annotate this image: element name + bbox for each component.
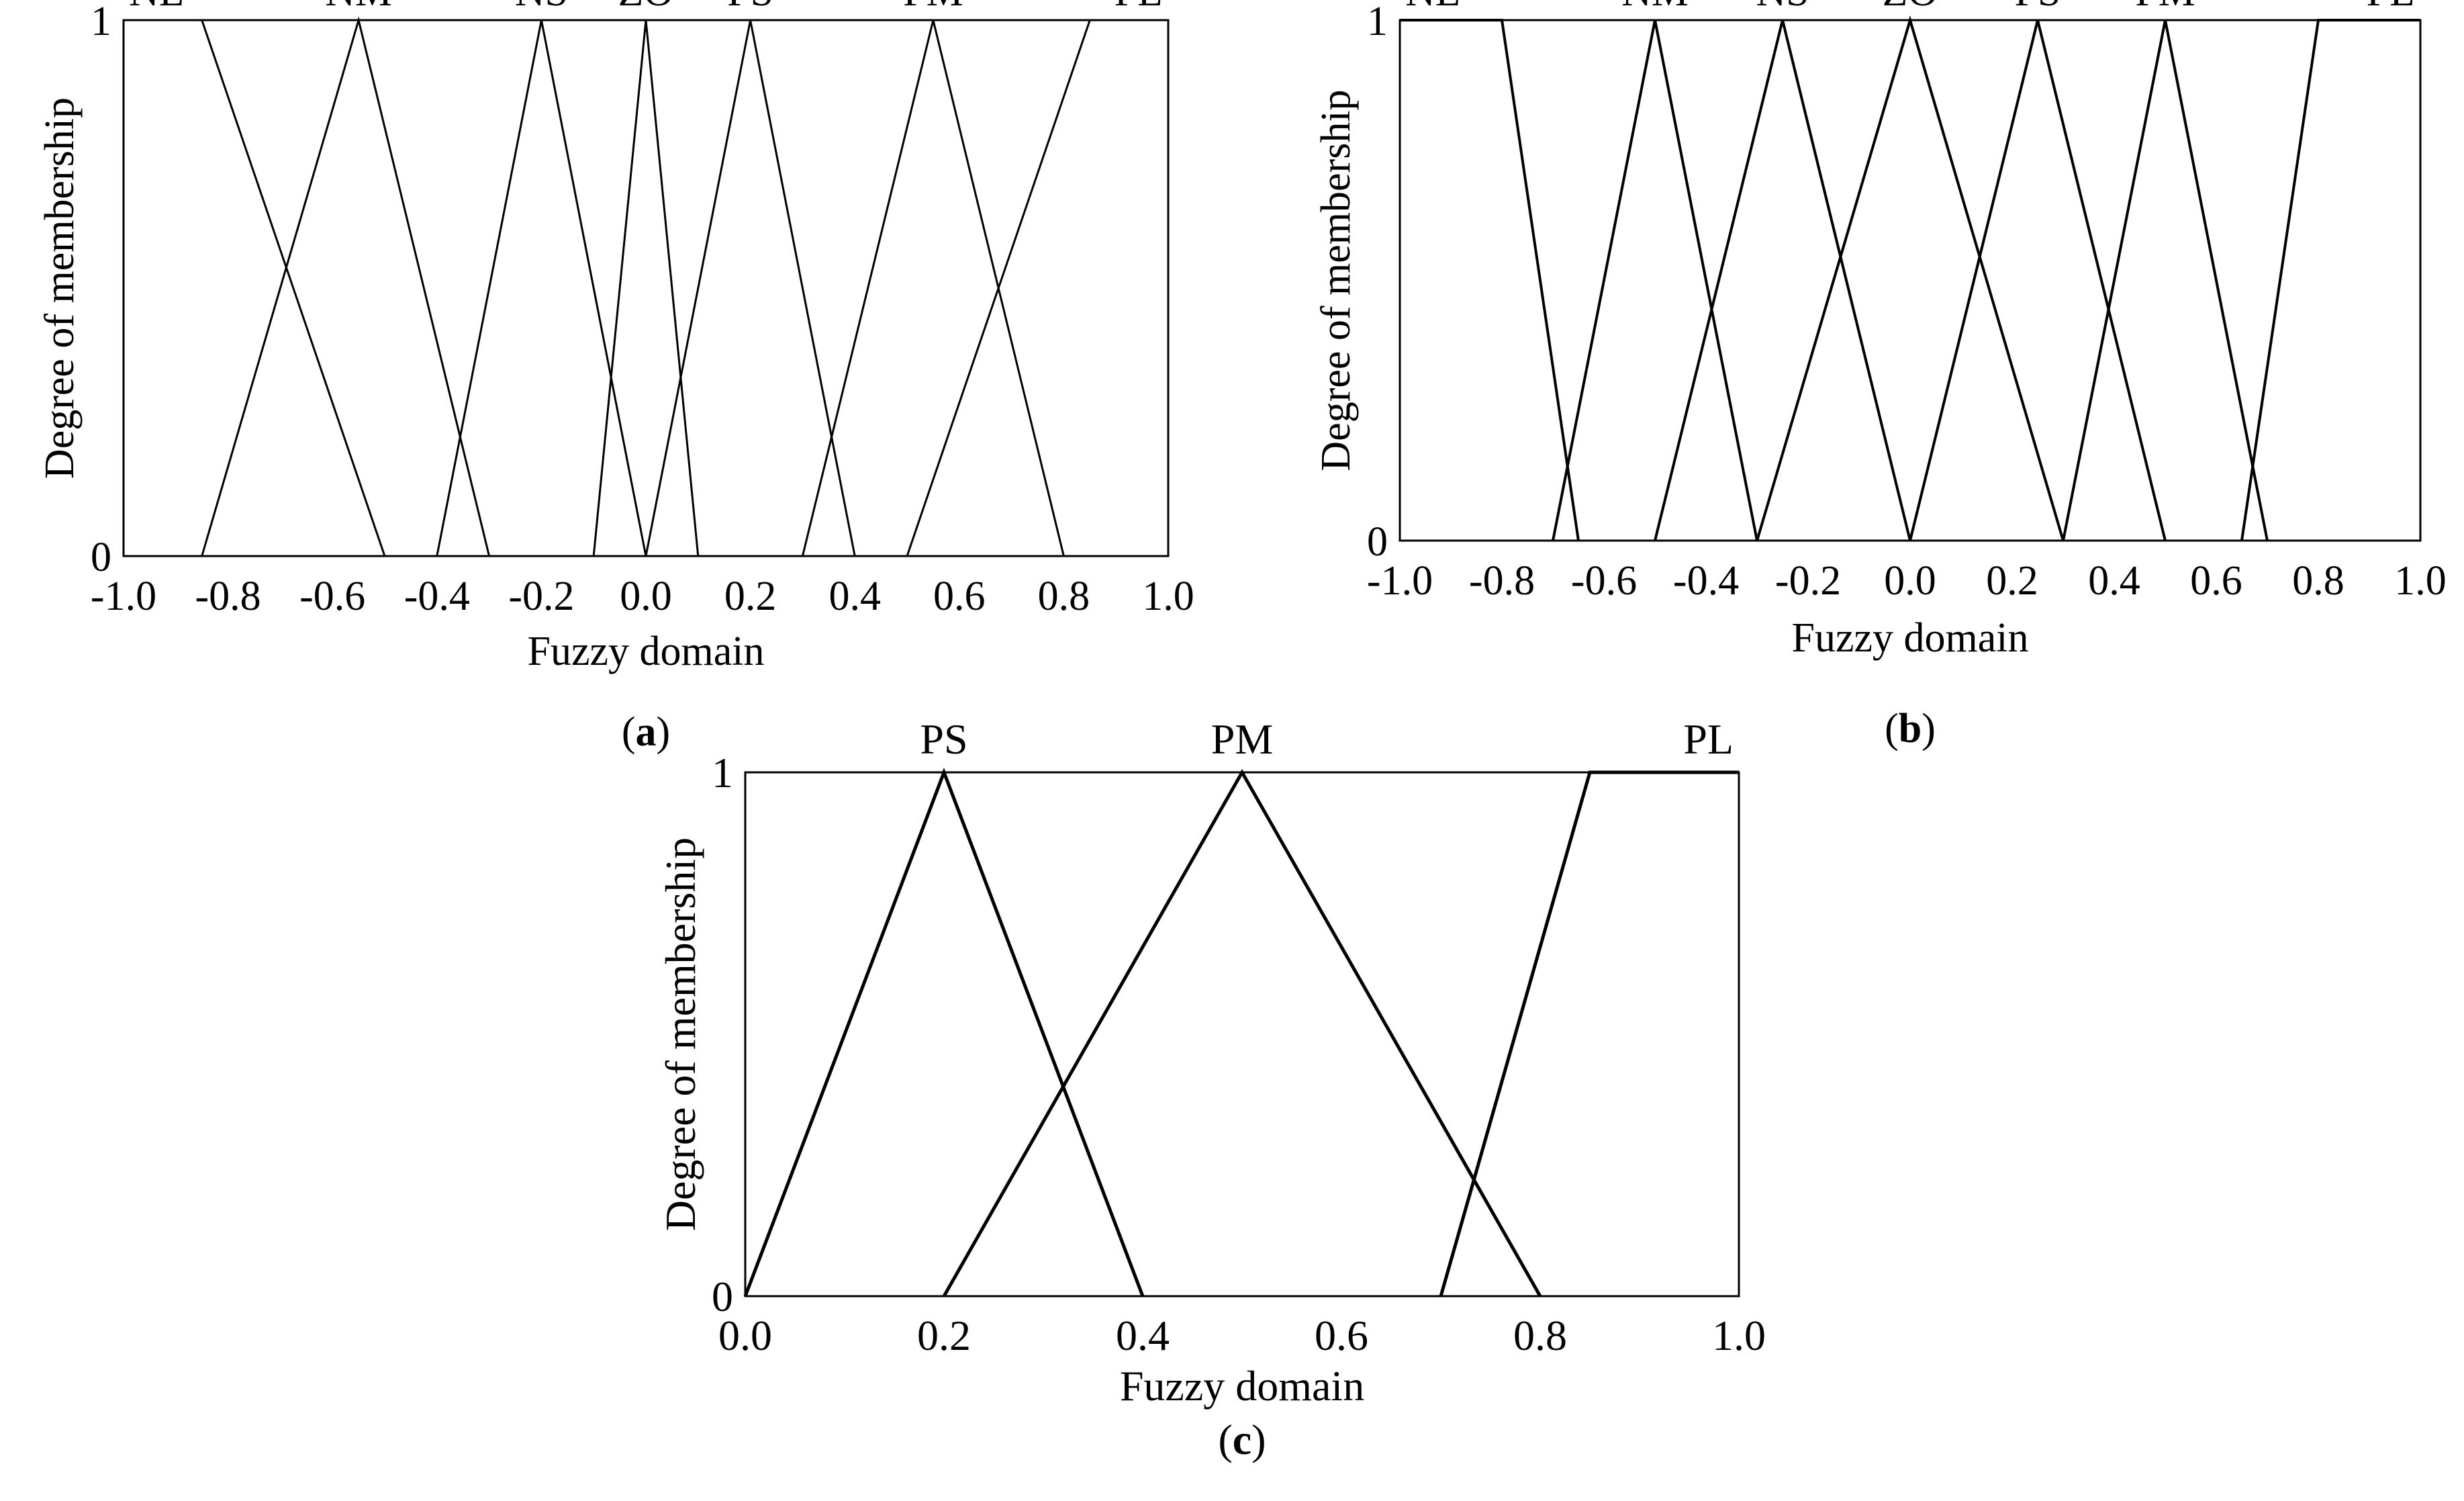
series-label: ZO <box>618 0 674 15</box>
series-label: PL <box>1115 0 1163 15</box>
x-axis-title: Fuzzy domain <box>1792 615 2029 661</box>
panel-caption-letter: a <box>636 709 657 755</box>
y-tick-label: 0 <box>1367 519 1388 565</box>
x-tick-label: 0.0 <box>1884 558 1936 604</box>
series-label: NL <box>129 0 185 15</box>
y-axis-title: Degree of membership <box>37 97 83 479</box>
x-tick-label: 0.4 <box>1116 1312 1170 1359</box>
series-line-zo <box>1756 15 2065 541</box>
series-label: PS <box>727 0 773 15</box>
series-line-nm <box>1552 19 1758 541</box>
series-line-pl <box>2240 19 2420 541</box>
series-line-ns <box>436 19 647 557</box>
x-axis-title: Fuzzy domain <box>1120 1362 1364 1410</box>
y-tick-label: 1 <box>91 0 111 44</box>
x-tick-label: 0.8 <box>1513 1312 1567 1359</box>
x-tick-label: 0.4 <box>828 574 881 619</box>
y-axis-title: Degree of membership <box>657 837 704 1231</box>
series-label: NL <box>1405 0 1461 15</box>
y-tick-label: 0 <box>91 535 111 580</box>
series-label: ZO <box>1883 0 1938 15</box>
x-tick-label: 0.0 <box>620 574 672 619</box>
plot-frame <box>1399 19 2422 542</box>
x-tick-label: 0.2 <box>724 574 777 619</box>
series-label: NM <box>325 0 392 15</box>
y-tick-label: 0 <box>712 1273 733 1320</box>
x-tick-label: 0.8 <box>1038 574 1090 619</box>
x-tick-label: -1.0 <box>91 574 156 619</box>
x-tick-label: 0.2 <box>1986 558 2038 604</box>
series-line-nl <box>1400 19 1580 541</box>
x-tick-label: 1.0 <box>1712 1312 1766 1359</box>
series-label: NS <box>1756 0 1809 15</box>
plot-frame <box>744 771 1740 1298</box>
series-line-ps <box>645 19 856 557</box>
panel-caption: (b) <box>1885 706 1936 752</box>
series-line-ps <box>1909 19 2167 541</box>
x-tick-label: -0.4 <box>1673 558 1739 604</box>
x-tick-label: -0.2 <box>508 574 574 619</box>
panel-caption: (c) <box>1218 1416 1266 1463</box>
series-line-ps <box>743 767 1145 1297</box>
panel-caption-letter: b <box>1899 706 1922 752</box>
series-label: PS <box>920 715 967 763</box>
x-axis-title: Fuzzy domain <box>528 629 765 674</box>
series-line-ns <box>1654 19 1911 541</box>
x-tick-label: -0.6 <box>1571 558 1637 604</box>
y-tick-label: 1 <box>712 749 733 797</box>
series-label: NM <box>1621 0 1689 15</box>
chart-panel-a: NL NM NS ZO PS PM PL -1.0 -0.8 -0.6 -0.4 -0.2 0.0 0.2… <box>37 0 1194 755</box>
x-tick-label: -0.8 <box>1469 558 1535 604</box>
x-tick-label: 0.6 <box>2190 558 2242 604</box>
x-tick-label: -0.8 <box>195 574 261 619</box>
x-tick-label: 0.8 <box>2292 558 2344 604</box>
series-line-pm <box>801 19 1065 557</box>
series-label: NS <box>515 0 568 15</box>
chart-panel-b: NL NM NS ZO PS PM PL -1.0 -0.8 -0.6 -0.4 -0.2 0.0 0.2… <box>1313 0 2447 752</box>
series-label: PM <box>1211 715 1274 763</box>
x-tick-label: 1.0 <box>2394 558 2447 604</box>
x-tick-label: 0.0 <box>718 1312 772 1359</box>
series-label: PL <box>1683 715 1734 763</box>
series-label: PL <box>2367 0 2415 15</box>
series-line-nl <box>124 19 386 557</box>
series-line-pm <box>942 768 1542 1298</box>
x-tick-label: 0.4 <box>2088 558 2140 604</box>
series-line-pl <box>906 19 1168 557</box>
x-tick-label: -1.0 <box>1367 558 1433 604</box>
x-tick-label: 0.6 <box>933 574 986 619</box>
panel-caption: (a) <box>622 709 670 755</box>
x-tick-label: -0.6 <box>299 574 365 619</box>
x-tick-label: 1.0 <box>1142 574 1194 619</box>
x-tick-label: -0.4 <box>404 574 470 619</box>
series-line-nm <box>201 16 491 557</box>
x-tick-label: -0.2 <box>1775 558 1841 604</box>
series-label: PM <box>903 0 963 15</box>
chart-panel-c: PS PM PL 0.0 0.2 0.4 0.6 0.8 1.0 0 1 Fuzzy domain De… <box>657 715 1766 1463</box>
series-label: PS <box>2015 0 2061 15</box>
x-tick-label: 0.2 <box>917 1312 971 1359</box>
x-tick-label: 0.6 <box>1315 1312 1368 1359</box>
series-line-pl <box>1439 770 1739 1297</box>
series-line-zo <box>592 19 700 557</box>
series-line-pm <box>2062 19 2269 541</box>
series-label: PM <box>2135 0 2195 15</box>
y-tick-label: 1 <box>1367 0 1388 44</box>
panel-caption-letter: c <box>1233 1416 1251 1463</box>
y-axis-title: Degree of membership <box>1313 89 1359 471</box>
